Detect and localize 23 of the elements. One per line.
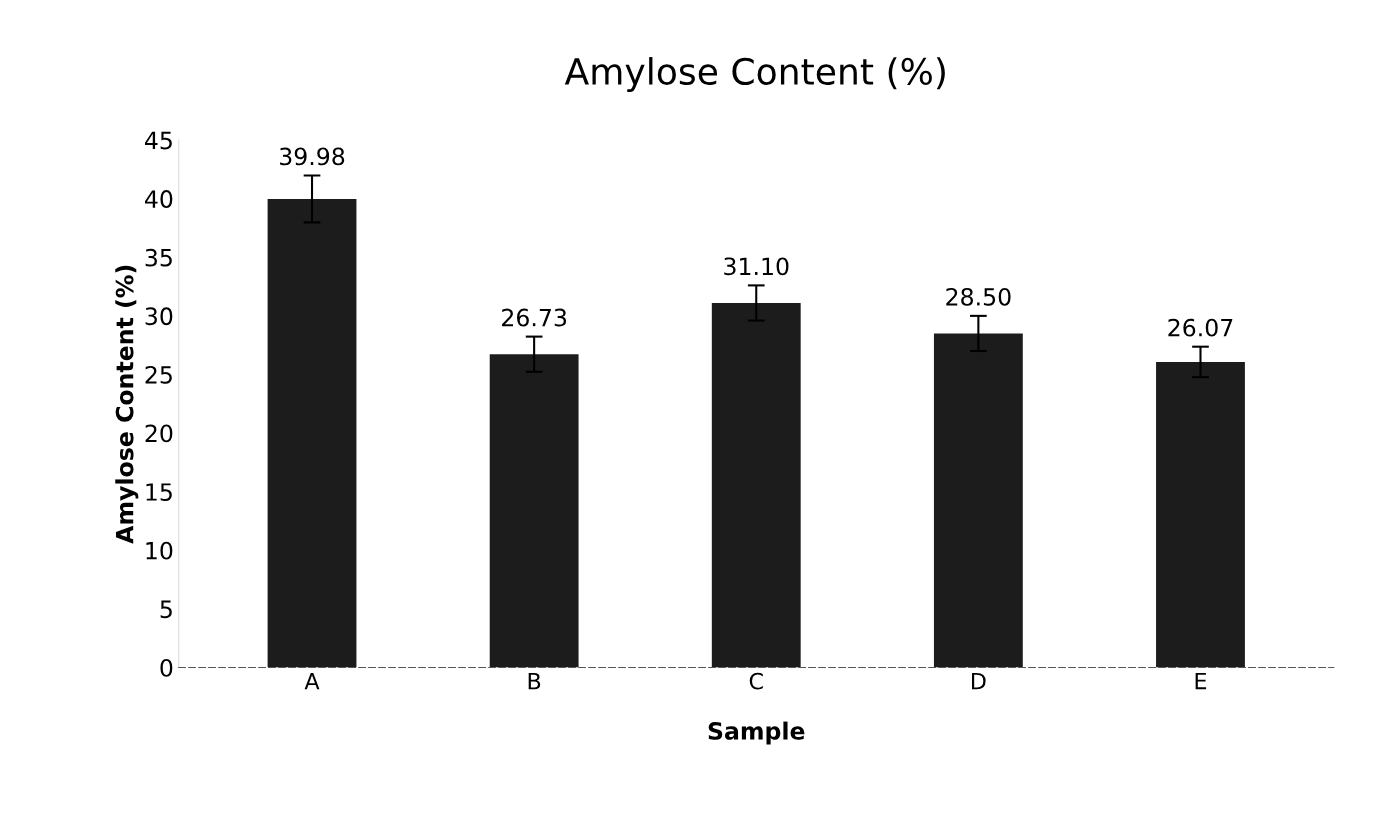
y-tick-label: 40 <box>145 190 173 208</box>
y-tick-label: 15 <box>146 483 172 501</box>
data-label: 39.98 <box>280 147 345 166</box>
y-tick-label: 25 <box>145 365 172 384</box>
y-tick-label: 5 <box>160 600 172 619</box>
y-tick-label: 30 <box>145 307 173 326</box>
x-tick-label: C <box>749 672 763 690</box>
y-tick-label: 10 <box>146 541 173 560</box>
y-tick-label: 0 <box>160 658 173 677</box>
x-tick-label: D <box>971 672 986 690</box>
y-tick-label: 35 <box>145 248 172 267</box>
y-axis-title: Amylose Content (%) <box>115 265 139 544</box>
y-tick-label: 45 <box>145 131 172 150</box>
x-tick-label: B <box>528 672 541 690</box>
chart-title: Amylose Content (%) <box>564 57 945 93</box>
data-label: 26.07 <box>1168 318 1233 337</box>
x-tick-label: A <box>304 672 320 690</box>
data-label: 26.73 <box>502 308 567 327</box>
data-label: 28.50 <box>946 287 1011 306</box>
data-label: 31.10 <box>724 257 789 276</box>
x-axis-title: Sample <box>708 721 805 745</box>
y-tick-label: 20 <box>145 424 173 443</box>
x-tick-label: E <box>1195 672 1207 690</box>
